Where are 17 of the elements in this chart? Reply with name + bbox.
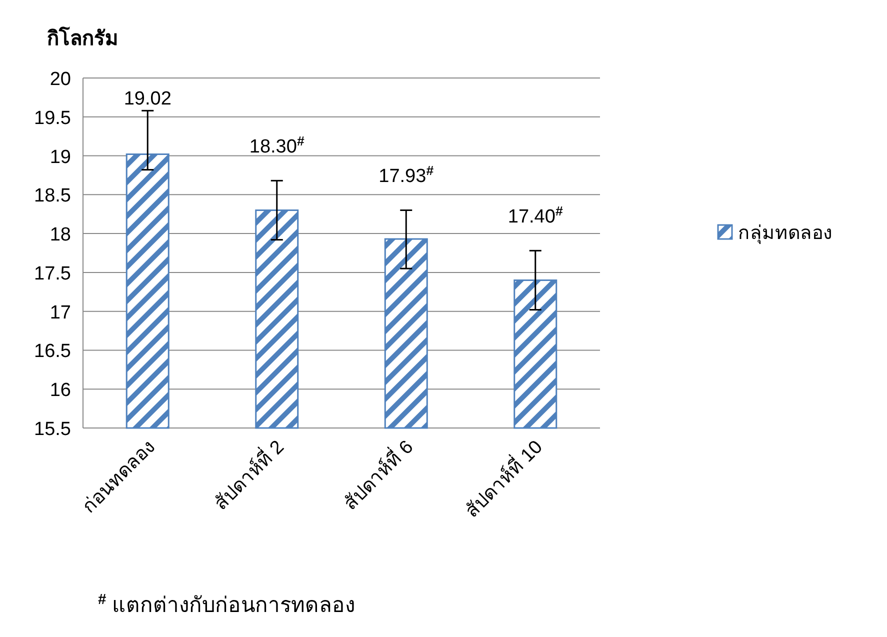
- y-tick-label: 15.5: [34, 419, 71, 440]
- y-tick-label: 18.5: [34, 186, 71, 207]
- y-tick-label: 17: [50, 302, 71, 324]
- data-label: 17.40$^{#}$: [508, 203, 564, 228]
- y-tick-label: 16: [50, 380, 71, 402]
- y-tick-label: 17.5: [34, 263, 71, 284]
- y-tick-label: 19: [50, 146, 71, 168]
- text: $^{#}$ แตกต่างกับก่อนการทดลอง: [98, 592, 356, 617]
- y-axis-title: กิโลกรัม: [47, 26, 118, 50]
- legend-label: กลุ่มทดลอง: [738, 223, 832, 245]
- data-label: 17.93$^{#}$: [378, 162, 434, 188]
- y-tick-label: 20: [50, 69, 71, 90]
- y-tick-label: 18: [50, 224, 71, 246]
- y-tick-label: 19.5: [34, 108, 71, 129]
- data-label: 18.30$^{#}$: [249, 133, 305, 158]
- y-tick-label: 16.5: [34, 341, 71, 362]
- data-label: 19.02: [124, 88, 172, 110]
